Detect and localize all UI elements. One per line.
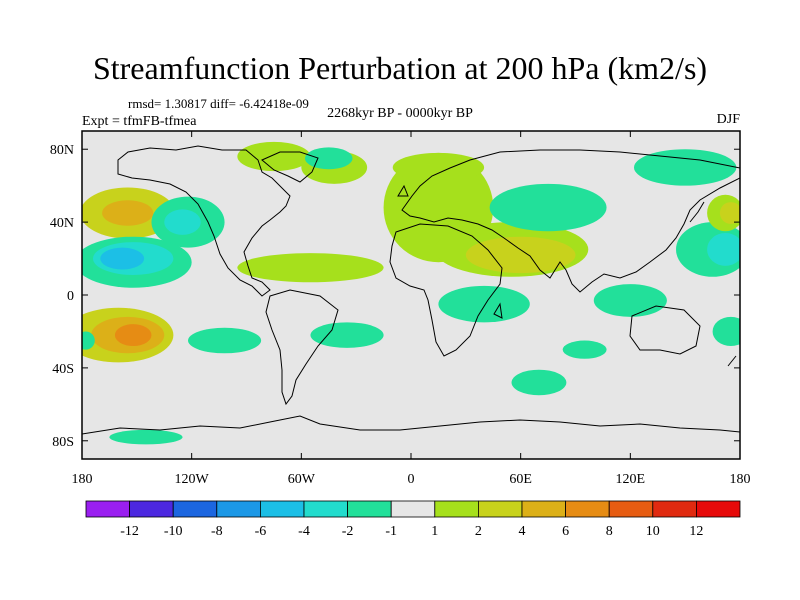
colorbar-label: 12: [689, 524, 703, 539]
contour-region-31: [511, 369, 567, 396]
colorbar-label: -12: [120, 524, 139, 539]
colorbar-swatch: [347, 500, 392, 518]
colorbar-label: 6: [562, 524, 569, 539]
contour-region-6: [100, 247, 145, 270]
colorbar-swatch: [172, 500, 218, 518]
colorbar-swatch: [303, 500, 348, 518]
contour-region-11: [188, 327, 262, 354]
contour-region-27: [712, 316, 740, 347]
x-tick-label: 60W: [288, 472, 316, 487]
coastline-madagascar: [493, 302, 503, 319]
experiment-label: Expt = tfmFB-tfmea: [82, 114, 197, 129]
colorbar-swatch: [652, 500, 697, 518]
contour-region-3: [164, 209, 201, 235]
coastline-japan: [689, 201, 705, 223]
coastline-britain: [397, 184, 409, 197]
colorbar-swatch: [477, 500, 523, 518]
x-tick-label: 60E: [509, 472, 532, 487]
contour-region-24: [707, 233, 740, 266]
stats-label: rmsd= 1.30817 diff= -6.42418e-09: [128, 96, 309, 111]
y-tick-label: 40N: [50, 216, 74, 231]
colorbar-swatch: [390, 500, 436, 518]
contour-region-30: [562, 340, 607, 359]
colorbar-label: -1: [385, 524, 397, 539]
y-tick-label: 80N: [50, 143, 74, 158]
coastline-north-america: [117, 145, 291, 297]
x-tick-label: 120W: [175, 472, 210, 487]
y-tick-label: 40S: [52, 362, 74, 377]
contour-region-15: [304, 147, 353, 170]
season-label: DJF: [716, 112, 740, 127]
x-axis: 180 120W 60W 0 60E 120E 180: [72, 131, 751, 487]
y-tick-label: 0: [67, 289, 74, 304]
y-tick-label: 80S: [52, 435, 74, 450]
contour-region-16: [237, 253, 384, 283]
colorbar-label: -2: [342, 524, 354, 539]
contour-region-29: [593, 284, 667, 317]
x-tick-label: 180: [730, 472, 751, 487]
colorbar-label: 10: [646, 524, 660, 539]
coastline-africa: [389, 223, 503, 357]
x-tick-label: 120E: [616, 472, 646, 487]
coastline-south-america: [265, 289, 339, 406]
colorbar-label: -8: [211, 524, 223, 539]
colorbar-label: -6: [255, 524, 267, 539]
contour-region-1: [102, 200, 154, 226]
coastline-eurasia: [401, 149, 740, 293]
colorbar-swatch: [216, 500, 261, 518]
period-label: 2268kyr BP - 0000kyr BP: [327, 106, 473, 121]
coastline-greenland: [261, 151, 319, 183]
colorbar-swatch: [696, 500, 741, 518]
colorbar-swatch: [565, 500, 610, 518]
contour-fill-layer: [82, 141, 740, 445]
colorbar: -12 -10 -8 -6 -4 -2 -1 1 2 4 6 8 10 12: [85, 500, 741, 539]
colorbar-label: -4: [298, 524, 310, 539]
contour-region-32: [109, 429, 183, 445]
colorbar-swatch: [85, 500, 130, 518]
contour-region-10: [82, 331, 95, 350]
colorbar-label: -10: [164, 524, 183, 539]
contour-region-26: [719, 202, 740, 224]
coastline-antarctica: [82, 415, 740, 435]
contour-region-22: [633, 149, 737, 186]
contour-region-12: [310, 322, 384, 348]
colorbar-swatch: [259, 500, 305, 518]
contour-region-19: [465, 236, 576, 274]
coastline-new-zealand: [727, 355, 737, 367]
colorbar-swatch: [608, 500, 654, 518]
colorbar-label: 8: [606, 524, 613, 539]
colorbar-swatch: [521, 500, 566, 518]
y-axis: 80N 40N 0 40S 80S: [50, 143, 740, 450]
contour-region-21: [489, 183, 607, 232]
contour-region-28: [438, 285, 530, 323]
contour-region-9: [114, 324, 152, 347]
colorbar-label: 1: [431, 524, 438, 539]
x-tick-label: 180: [72, 472, 93, 487]
contour-region-20: [392, 152, 485, 183]
colorbar-swatch: [129, 500, 174, 518]
colorbar-label: 4: [519, 524, 526, 539]
chart-title: Streamfunction Perturbation at 200 hPa (…: [92, 50, 708, 86]
colorbar-label: 2: [475, 524, 482, 539]
x-tick-label: 0: [408, 472, 415, 487]
colorbar-swatch: [434, 500, 479, 518]
coastline-australia: [629, 305, 701, 355]
contour-region-13: [237, 141, 311, 172]
coastline-layer: [82, 145, 740, 435]
